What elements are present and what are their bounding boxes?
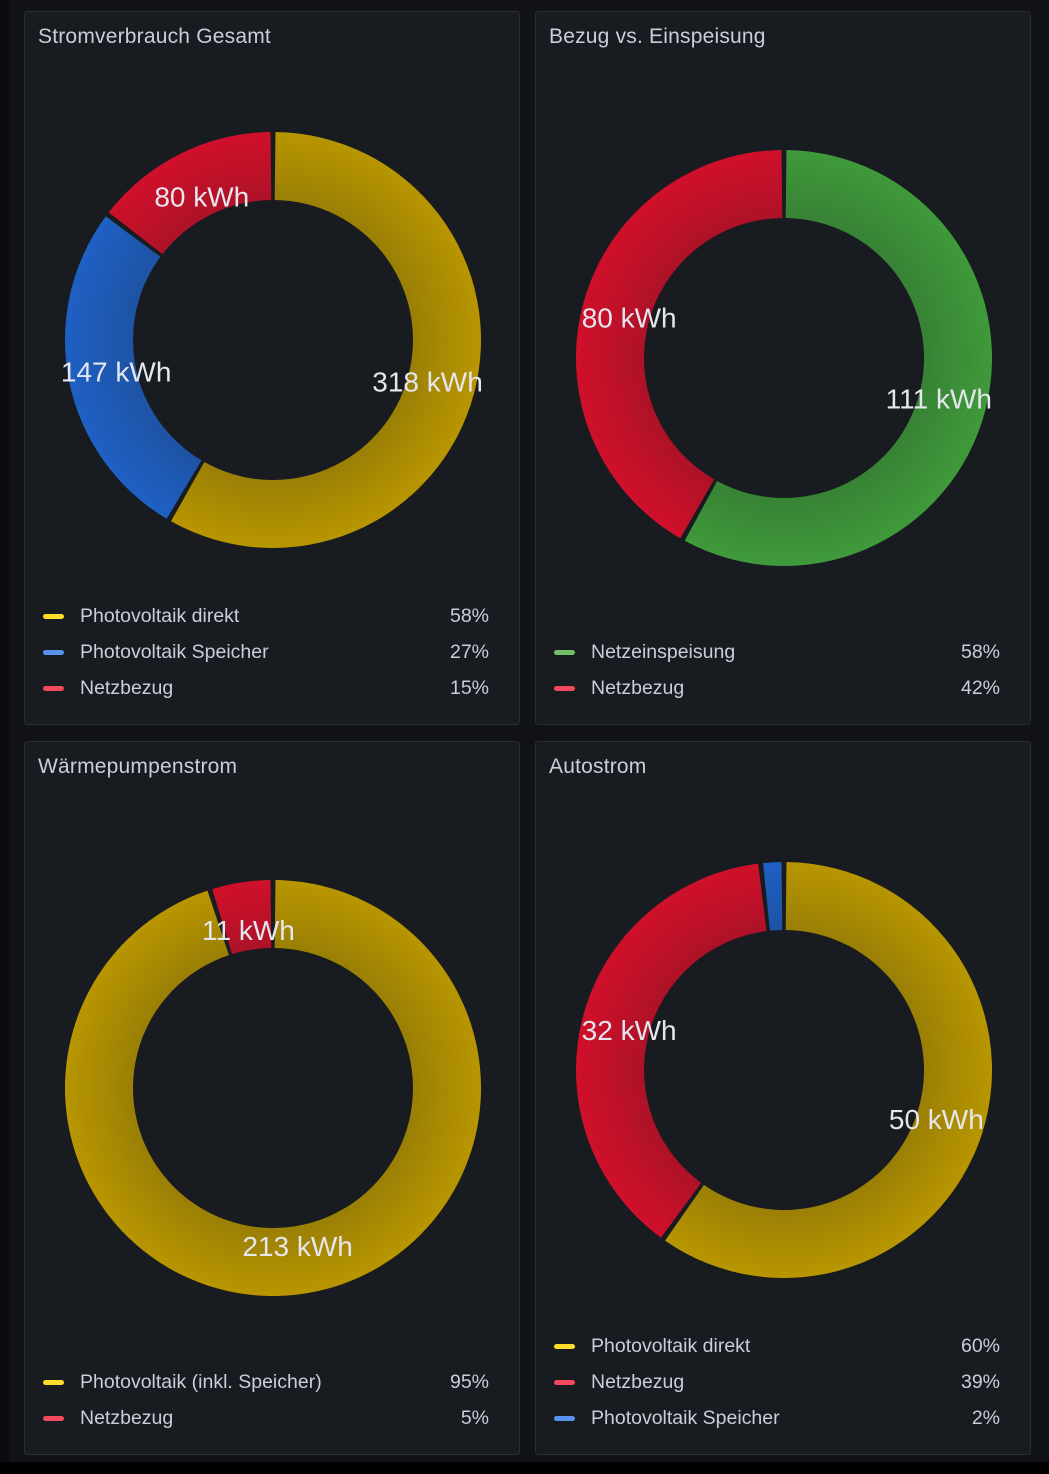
slice-netzbezug[interactable]	[576, 863, 767, 1238]
legend-swatch	[43, 649, 64, 655]
slice-value-label: 213 kWh	[242, 1231, 353, 1262]
legend-percent: 60%	[960, 1334, 1000, 1357]
slice-photovoltaik-inkl-speicher[interactable]	[65, 880, 482, 1296]
legend-swatch	[554, 649, 575, 655]
legend-percent: 95%	[449, 1370, 489, 1393]
legend-item[interactable]: Netzbezug 39%	[554, 1364, 1000, 1400]
legend-label: Photovoltaik Speicher	[80, 640, 269, 663]
panel-stromverbrauch-gesamt: Stromverbrauch Gesamt 318 kWh 147 kWh 80 k…	[24, 11, 520, 725]
slice-value-label: 111 kWh	[886, 383, 992, 414]
legend-swatch	[43, 1379, 64, 1385]
legend-percent: 2%	[971, 1406, 1000, 1429]
legend-label: Photovoltaik Speicher	[591, 1406, 780, 1429]
legend: Photovoltaik direkt 60% Netzbezug 39% Photov…	[554, 1328, 1000, 1436]
window-edge	[0, 0, 9, 1474]
panel-title[interactable]: Autostrom	[549, 755, 647, 778]
slice-value-label: 50 kWh	[889, 1104, 984, 1135]
bottom-strip	[0, 1462, 1049, 1474]
legend-item[interactable]: Photovoltaik Speicher 2%	[554, 1400, 1000, 1436]
legend-percent: 58%	[960, 640, 1000, 663]
legend-swatch	[43, 685, 64, 691]
panel-waermepumpenstrom: Wärmepumpenstrom 213 kWh 11 kWh Photovolt…	[24, 741, 520, 1455]
legend-percent: 39%	[960, 1370, 1000, 1393]
slice-value-label: 80 kWh	[582, 303, 677, 334]
legend-label: Netzbezug	[80, 676, 174, 699]
legend: Photovoltaik direkt 58% Photovoltaik Speic…	[43, 598, 489, 706]
panel-autostrom: Autostrom 50 kWh 32 kWh Photovoltaik dire…	[535, 741, 1031, 1455]
slice-value-label: 147 kWh	[61, 357, 172, 388]
legend-item[interactable]: Photovoltaik direkt 60%	[554, 1328, 1000, 1364]
legend-percent: 15%	[449, 676, 489, 699]
legend-label: Photovoltaik direkt	[591, 1334, 751, 1357]
legend-label: Netzbezug	[591, 1370, 685, 1393]
slice-photovoltaik-direkt[interactable]	[170, 132, 481, 548]
slice-netzbezug[interactable]	[108, 132, 272, 255]
slice-netzbezug[interactable]	[575, 150, 783, 539]
legend-label: Photovoltaik (inkl. Speicher)	[80, 1370, 322, 1393]
donut-chart: 111 kWh 80 kWh	[575, 150, 992, 567]
legend-item[interactable]: Netzeinspeisung 58%	[554, 634, 1000, 670]
slice-netzbezug[interactable]	[212, 880, 272, 955]
legend-item[interactable]: Photovoltaik (inkl. Speicher) 95%	[43, 1364, 489, 1400]
slice-netzeinspeisung[interactable]	[684, 150, 992, 567]
legend-label: Netzbezug	[591, 676, 685, 699]
legend-item[interactable]: Netzbezug 5%	[43, 1400, 489, 1436]
legend-swatch	[43, 1415, 64, 1421]
legend-swatch	[554, 1343, 575, 1349]
legend-swatch	[554, 1415, 575, 1421]
legend-label: Netzbezug	[80, 1406, 174, 1429]
legend-swatch	[554, 685, 575, 691]
legend-percent: 42%	[960, 676, 1000, 699]
legend: Photovoltaik (inkl. Speicher) 95% Netzbezu…	[43, 1364, 489, 1436]
panel-title[interactable]: Bezug vs. Einspeisung	[549, 25, 766, 48]
legend-item[interactable]: Netzbezug 15%	[43, 670, 489, 706]
legend-item[interactable]: Photovoltaik direkt 58%	[43, 598, 489, 634]
legend: Netzeinspeisung 58% Netzbezug 42%	[554, 634, 1000, 706]
slice-photovoltaik-speicher[interactable]	[763, 862, 783, 931]
legend-item[interactable]: Netzbezug 42%	[554, 670, 1000, 706]
panel-title[interactable]: Stromverbrauch Gesamt	[38, 25, 271, 48]
legend-label: Netzeinspeisung	[591, 640, 736, 663]
legend-percent: 58%	[449, 604, 489, 627]
legend-percent: 5%	[460, 1406, 489, 1429]
slice-value-label: 11 kWh	[202, 915, 295, 946]
slice-value-label: 318 kWh	[372, 366, 483, 397]
legend-item[interactable]: Photovoltaik Speicher 27%	[43, 634, 489, 670]
legend-label: Photovoltaik direkt	[80, 604, 240, 627]
donut-chart: 50 kWh 32 kWh	[576, 862, 992, 1278]
panel-bezug-vs-einspeisung: Bezug vs. Einspeisung 111 kWh 80 kWh Netz…	[535, 11, 1031, 725]
slice-photovoltaik-speicher[interactable]	[64, 216, 202, 519]
legend-percent: 27%	[449, 640, 489, 663]
legend-swatch	[554, 1379, 575, 1385]
donut-chart: 318 kWh 147 kWh 80 kWh	[61, 132, 483, 548]
panel-title[interactable]: Wärmepumpenstrom	[38, 755, 238, 778]
slice-photovoltaik-direkt[interactable]	[665, 862, 992, 1278]
slice-value-label: 80 kWh	[154, 182, 249, 213]
slice-value-label: 32 kWh	[582, 1015, 677, 1046]
donut-chart: 213 kWh 11 kWh	[65, 880, 482, 1296]
legend-swatch	[43, 613, 64, 619]
